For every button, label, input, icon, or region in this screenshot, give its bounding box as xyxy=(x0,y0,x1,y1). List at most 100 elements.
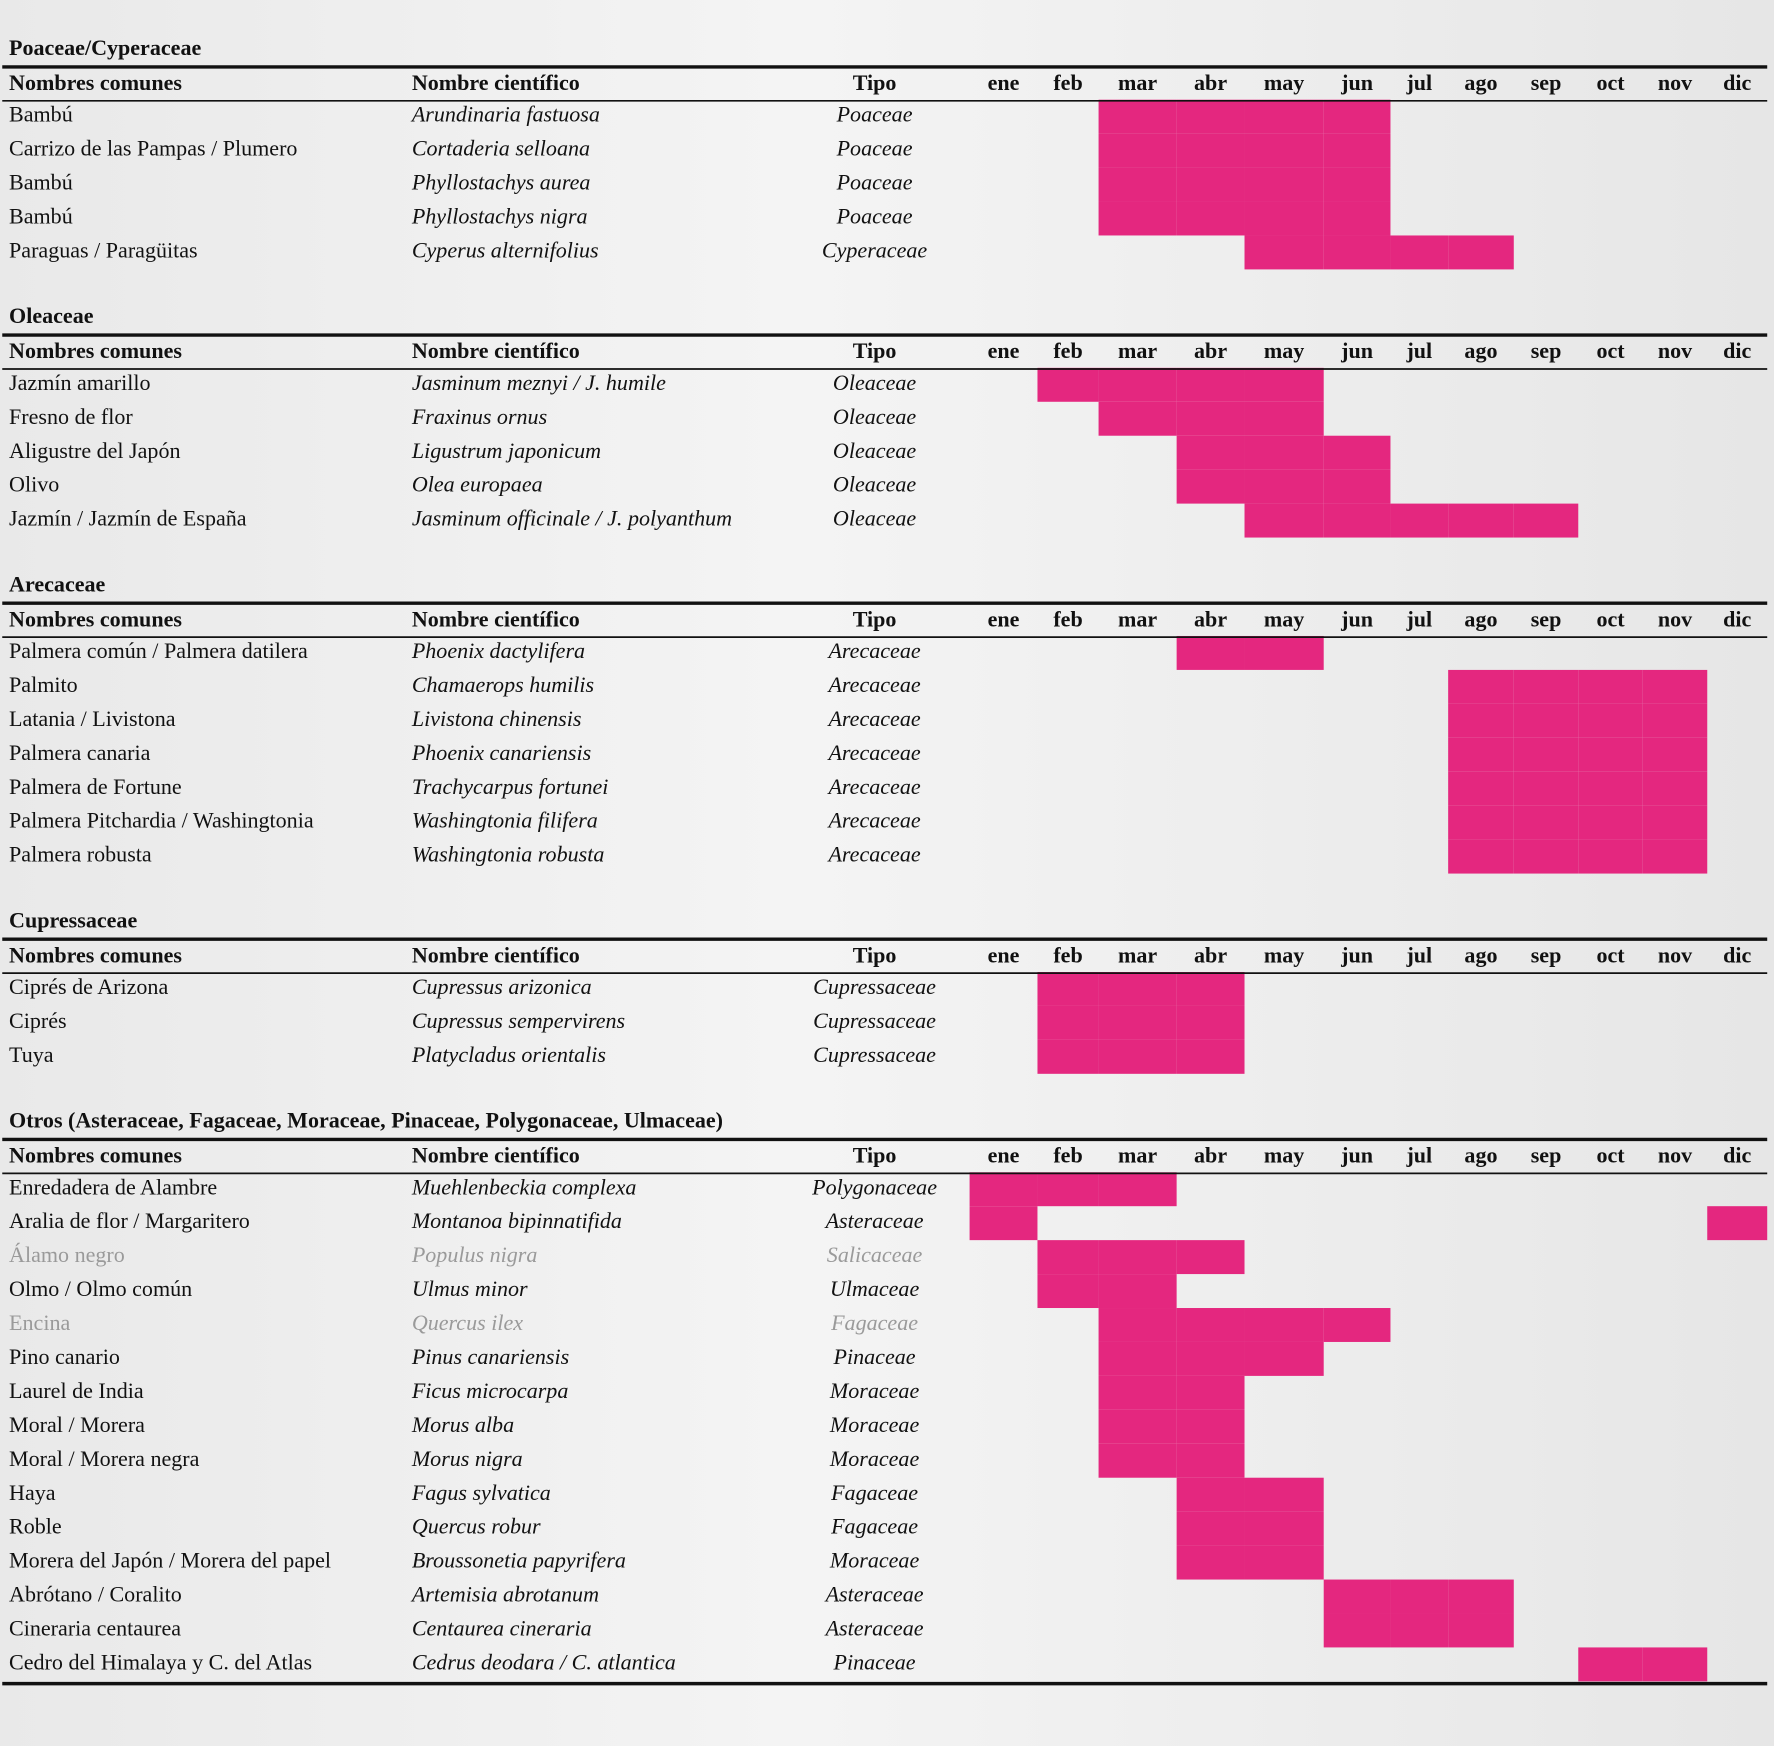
pollen-cell xyxy=(1324,670,1391,704)
pollen-cell xyxy=(1707,1006,1767,1040)
scientific-name: Phyllostachys nigra xyxy=(411,204,588,229)
pollen-cell xyxy=(1245,1376,1324,1410)
pollen-cell xyxy=(1324,1376,1391,1410)
pollen-cell xyxy=(970,1613,1038,1647)
pollen-cell xyxy=(1323,235,1391,270)
pollen-cell xyxy=(1390,1240,1448,1274)
common-name: Palmera Pitchardia / Washingtonia xyxy=(9,808,314,833)
pollen-cell xyxy=(1707,436,1767,470)
pollen-cell xyxy=(1324,1410,1391,1444)
column-header: Nombre científico xyxy=(412,70,580,95)
pollen-cell xyxy=(1578,436,1642,470)
pollen-cell xyxy=(1324,840,1391,874)
family-type: Cupressaceae xyxy=(813,1042,936,1067)
pollen-cell xyxy=(1037,670,1098,704)
pollen-cell xyxy=(1448,1579,1514,1614)
pollen-cell xyxy=(969,1172,1038,1207)
pollen-cell xyxy=(1390,972,1448,1006)
month-header: sep xyxy=(1531,606,1562,631)
pollen-cell xyxy=(1707,972,1767,1006)
scientific-name: Phoenix canariensis xyxy=(411,740,591,765)
pollen-cell xyxy=(1324,1172,1391,1206)
pollen-cell xyxy=(1448,972,1514,1006)
pollen-cell xyxy=(1643,235,1707,269)
pollen-cell xyxy=(1578,1006,1642,1040)
family-type: Arecaceae xyxy=(826,842,920,867)
pollen-cell xyxy=(1578,202,1642,236)
pollen-cell xyxy=(1707,636,1767,670)
pollen-cell xyxy=(1448,436,1514,470)
pollen-cell xyxy=(1324,1040,1391,1074)
pollen-cell xyxy=(1514,470,1578,504)
pollen-cell xyxy=(1037,436,1098,470)
pollen-cell xyxy=(1448,636,1514,670)
pollen-cell xyxy=(1324,1240,1391,1274)
common-name: Laurel de India xyxy=(9,1378,144,1403)
pollen-cell xyxy=(1245,1580,1324,1614)
pollen-cell xyxy=(1578,1206,1642,1240)
pollen-cell xyxy=(1099,670,1177,704)
pollen-cell xyxy=(1578,1172,1642,1206)
pollen-cell xyxy=(1244,1341,1324,1376)
family-type: Cyperaceae xyxy=(822,238,927,263)
month-header: ene xyxy=(988,70,1020,95)
pollen-cell xyxy=(1643,1580,1707,1614)
pollen-cell xyxy=(1514,1546,1578,1580)
common-name: Tuya xyxy=(9,1042,54,1067)
scientific-name: Quercus ilex xyxy=(412,1310,523,1335)
section-title: Poaceae/Cyperaceae xyxy=(9,35,201,60)
pollen-cell xyxy=(1578,1274,1642,1308)
pollen-cell xyxy=(1578,1444,1642,1478)
column-header: Tipo xyxy=(853,1143,897,1168)
month-header: oct xyxy=(1596,942,1625,967)
pollen-cell xyxy=(1323,1579,1391,1614)
pollen-cell xyxy=(1448,202,1514,236)
pollen-cell xyxy=(1707,1478,1767,1512)
pollen-cell xyxy=(1448,470,1514,504)
pollen-cell xyxy=(1177,1647,1245,1681)
pollen-cell xyxy=(970,636,1038,670)
pollen-cell xyxy=(1098,1375,1177,1410)
pollen-cell xyxy=(1390,670,1448,704)
month-header: jul xyxy=(1405,1143,1432,1168)
pollen-cell xyxy=(1643,168,1707,202)
pollen-cell xyxy=(1514,1006,1578,1040)
pollen-cell xyxy=(1707,134,1767,168)
scientific-name: Cedrus deodara / C. atlantica xyxy=(412,1649,676,1674)
pollen-cell xyxy=(1390,368,1448,402)
pollen-cell xyxy=(1037,1308,1098,1342)
scientific-name: Jasminum officinale / J. polyanthum xyxy=(412,506,732,531)
pollen-cell xyxy=(970,1274,1038,1308)
scientific-name: Arundinaria fastuosa xyxy=(410,102,600,127)
pollen-cell xyxy=(1448,1376,1514,1410)
pollen-cell xyxy=(1514,1342,1578,1376)
pollen-cell xyxy=(1578,1040,1642,1074)
pollen-cell xyxy=(1643,134,1707,168)
pollen-cell xyxy=(1323,1308,1391,1342)
common-name: Palmito xyxy=(9,672,78,697)
family-type: Oleaceae xyxy=(833,506,916,531)
family-type: Pinaceae xyxy=(833,1649,916,1674)
pollen-cell xyxy=(970,168,1038,202)
pollen-cell xyxy=(1245,1240,1324,1274)
pollen-cell xyxy=(1244,1545,1324,1580)
pollen-cell xyxy=(1037,840,1098,874)
pollen-cell xyxy=(1448,1172,1514,1206)
pollen-cell xyxy=(1099,504,1177,538)
pollen-cell xyxy=(1643,368,1707,402)
pollen-cell xyxy=(1514,436,1578,470)
pollen-cell xyxy=(1643,1444,1707,1478)
scientific-name: Washingtonia robusta xyxy=(412,842,605,867)
pollen-cell xyxy=(1037,367,1099,402)
common-name: Cedro del Himalaya y C. del Atlas xyxy=(9,1649,312,1674)
family-type: Asteraceae xyxy=(824,1616,924,1641)
pollen-cell xyxy=(1513,669,1579,704)
pollen-cell xyxy=(1707,1172,1767,1206)
pollen-cell xyxy=(1448,1478,1514,1512)
pollen-cell xyxy=(970,202,1038,236)
pollen-cell xyxy=(1707,738,1767,772)
family-type: Poaceae xyxy=(836,204,913,229)
pollen-cell xyxy=(1244,503,1324,538)
section-title: Cupressaceae xyxy=(9,907,137,932)
pollen-cell xyxy=(1244,1477,1324,1512)
